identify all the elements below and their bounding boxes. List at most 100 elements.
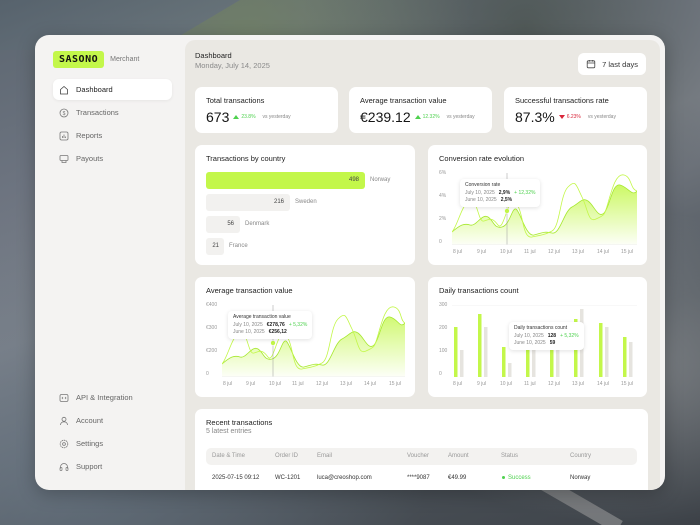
y-tick: 0 — [206, 371, 209, 377]
logo[interactable]: SASONO — [53, 51, 105, 68]
sidebar-item-label: Settings — [76, 439, 104, 448]
avg-value-area-chart[interactable] — [222, 305, 405, 377]
arrow-up-icon — [233, 115, 240, 119]
column-header[interactable]: Email — [317, 453, 333, 459]
column-header[interactable]: Status — [501, 453, 519, 459]
date-range-label: 7 last days — [602, 59, 638, 69]
column-header[interactable]: Country — [570, 453, 592, 459]
country-bar-sweden[interactable]: 216 — [206, 194, 290, 211]
country-label: France — [229, 243, 248, 249]
country-label: Denmark — [245, 221, 270, 227]
headset-icon — [59, 462, 69, 471]
payout-icon — [59, 154, 69, 163]
page-date: Monday, July 14, 2025 — [195, 61, 270, 70]
sidebar-item-label: Transactions — [76, 108, 119, 117]
status-dot-icon — [502, 475, 505, 479]
x-tick: 15 jul — [389, 381, 401, 387]
kpi-delta: 6.23% — [558, 114, 581, 120]
sidebar-item-api[interactable]: API & Integration — [53, 387, 172, 408]
sidebar-item-label: API & Integration — [76, 393, 133, 402]
card-title: Daily transactions count — [439, 286, 519, 295]
y-tick: 2% — [439, 216, 447, 222]
country-bar-norway[interactable]: 498 — [206, 172, 365, 189]
cell-email: luca@creoshop.com — [317, 475, 372, 481]
sidebar-item-payouts[interactable]: Payouts — [53, 148, 172, 169]
y-tick: €200 — [206, 348, 218, 354]
y-tick: 100 — [439, 348, 448, 354]
cell-amount: €49.99 — [448, 475, 467, 481]
x-tick: 11 jul — [292, 381, 304, 387]
avg-value-card: Average transaction value €400 €300 €200… — [195, 277, 415, 397]
kpi-vs: vs yesterday — [262, 114, 291, 120]
y-tick: 6% — [439, 170, 447, 176]
card-subtitle: 5 latest entries — [206, 428, 252, 435]
kpi-vs: vs yesterday — [587, 114, 616, 120]
column-header[interactable]: Amount — [448, 453, 469, 459]
cell-country: Norway — [570, 475, 591, 481]
sidebar-item-dashboard[interactable]: Dashboard — [53, 79, 172, 100]
sidebar-item-reports[interactable]: Reports — [53, 125, 172, 146]
sidebar-item-label: Support — [76, 462, 103, 471]
app-window: SASONO Merchant Dashboard $ Transactions… — [35, 35, 665, 490]
conversion-area-chart[interactable] — [452, 173, 637, 245]
sidebar-item-support[interactable]: Support — [53, 456, 172, 477]
sidebar-item-label: Account — [76, 416, 104, 425]
sidebar-item-settings[interactable]: Settings — [53, 433, 172, 454]
kpi-label: Total transactions — [206, 96, 265, 105]
dollar-circle-icon: $ — [59, 108, 69, 117]
kpi-label: Average transaction value — [360, 96, 447, 105]
x-tick: 9 jul — [477, 381, 487, 387]
page-title: Dashboard — [195, 51, 232, 60]
column-header[interactable]: Date & Time — [212, 453, 246, 459]
sidebar: SASONO Merchant Dashboard $ Transactions… — [35, 35, 183, 490]
arrow-up-icon — [414, 115, 421, 119]
card-title: Recent transactions — [206, 418, 273, 427]
date-range-button[interactable]: 7 last days — [578, 53, 646, 75]
brand: SASONO Merchant — [53, 51, 139, 68]
kpi-delta: 23.8% — [233, 114, 256, 120]
cell-datetime: 2025-07-15 09:12 — [212, 475, 260, 481]
kpi-vs: vs yesterday — [446, 114, 475, 120]
sidebar-item-account[interactable]: Account — [53, 410, 172, 431]
kpi-value: €239.12 — [360, 109, 411, 125]
code-icon — [59, 393, 69, 402]
x-tick: 13 jul — [572, 249, 584, 255]
sidebar-item-label: Payouts — [76, 154, 104, 163]
country-bar-denmark[interactable]: 56 — [206, 216, 240, 233]
x-tick: 13 jul — [572, 381, 584, 387]
chart-tooltip: Conversion rate July 10, 2025 2,9% + 12,32… — [460, 179, 541, 207]
country-bar-france[interactable]: 21 — [206, 238, 224, 255]
cell-voucher: ****9087 — [407, 475, 430, 481]
kpi-card-total-transactions: Total transactions 673 23.8% vs yesterda… — [195, 87, 338, 133]
sidebar-item-transactions[interactable]: $ Transactions — [53, 102, 172, 123]
x-tick: 14 jul — [364, 381, 376, 387]
sidebar-nav-bottom: API & Integration Account Settings Suppo… — [53, 387, 172, 479]
chart-box-icon — [59, 131, 69, 140]
x-tick: 12 jul — [548, 381, 560, 387]
column-header[interactable]: Voucher — [407, 453, 430, 459]
kpi-card-average-value: Average transaction value €239.12 12.32%… — [349, 87, 492, 133]
x-tick: 8 jul — [453, 249, 463, 255]
sidebar-nav: Dashboard $ Transactions Reports Payouts — [53, 79, 172, 171]
chart-tooltip: Average transaction value July 10, 2025 €… — [228, 311, 313, 339]
table-header: Date & Time Order ID Email Voucher Amoun… — [206, 448, 637, 465]
y-tick: 200 — [439, 325, 448, 331]
x-tick: 11 jul — [524, 381, 536, 387]
home-icon — [60, 85, 68, 94]
user-icon — [60, 416, 68, 425]
x-tick: 9 jul — [246, 381, 256, 387]
x-tick: 14 jul — [597, 381, 609, 387]
y-tick: 4% — [439, 193, 447, 199]
kpi-value: 673 — [206, 109, 230, 125]
y-tick: 0 — [439, 371, 442, 377]
brand-subtitle: Merchant — [110, 56, 140, 63]
gear-icon — [59, 439, 69, 448]
y-tick: €300 — [206, 325, 218, 331]
kpi-value: 87.3% — [515, 109, 555, 125]
card-title: Average transaction value — [206, 286, 293, 295]
calendar-icon — [586, 60, 596, 69]
x-tick: 8 jul — [453, 381, 463, 387]
x-tick: 10 jul — [500, 381, 512, 387]
arrow-down-icon — [558, 115, 565, 119]
column-header[interactable]: Order ID — [275, 453, 299, 459]
